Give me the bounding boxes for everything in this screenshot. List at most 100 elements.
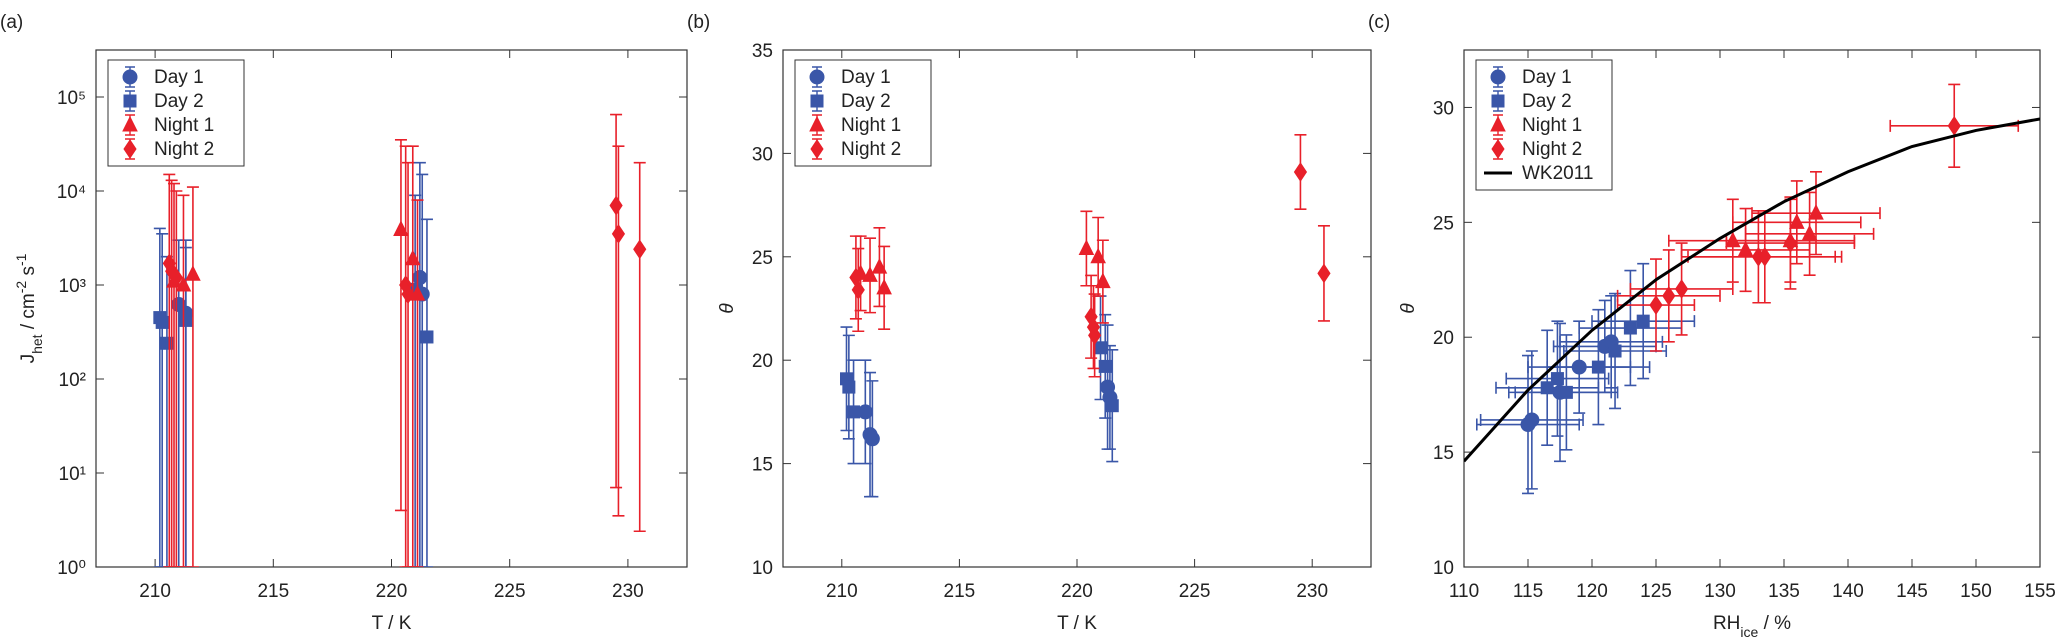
error-bar bbox=[399, 145, 412, 567]
x-axis-label: RHice / % bbox=[1713, 613, 1791, 638]
legend-label: Day 1 bbox=[154, 67, 204, 88]
marker bbox=[1808, 204, 1824, 220]
marker bbox=[847, 405, 861, 419]
error-bar bbox=[610, 113, 623, 489]
x-tick-label: 155 bbox=[2024, 581, 2056, 602]
marker bbox=[1758, 246, 1772, 267]
error-bar bbox=[156, 233, 169, 567]
x-axis-label-part: / % bbox=[1758, 613, 1791, 634]
error-bar bbox=[165, 179, 178, 567]
legend-label: WK2011 bbox=[1522, 163, 1593, 184]
x-tick-label: 215 bbox=[257, 581, 289, 602]
marker bbox=[1540, 381, 1554, 395]
y-axis-label-part: -2 bbox=[13, 281, 29, 294]
error-bar bbox=[413, 161, 426, 567]
marker bbox=[810, 94, 824, 108]
marker bbox=[1293, 162, 1308, 182]
y-axis-label-part: -1 bbox=[13, 253, 29, 266]
marker bbox=[1662, 285, 1676, 306]
x-tick-label: 220 bbox=[1061, 581, 1093, 602]
marker bbox=[1491, 139, 1505, 159]
error-bar bbox=[420, 218, 433, 567]
fit-line bbox=[1464, 117, 2040, 463]
marker bbox=[864, 431, 880, 447]
y-tick-label: 10¹ bbox=[59, 464, 86, 485]
legend-label: Night 1 bbox=[154, 115, 214, 136]
x-tick-label: 230 bbox=[1296, 581, 1328, 602]
marker bbox=[1788, 213, 1805, 229]
marker bbox=[409, 284, 426, 301]
marker bbox=[1783, 233, 1798, 253]
legend-label: Day 1 bbox=[841, 67, 891, 88]
legend-label: Night 2 bbox=[841, 139, 901, 160]
marker bbox=[611, 223, 626, 244]
marker bbox=[1524, 412, 1540, 428]
marker bbox=[1737, 240, 1754, 257]
marker bbox=[1491, 94, 1505, 108]
error-bar bbox=[170, 190, 183, 567]
x-tick-label: 210 bbox=[139, 581, 171, 602]
y-tick-label: 10⁵ bbox=[57, 88, 86, 109]
marker bbox=[1317, 263, 1331, 284]
marker bbox=[1623, 321, 1637, 335]
error-bar bbox=[153, 227, 166, 567]
error-bar bbox=[633, 161, 646, 533]
marker bbox=[609, 195, 623, 216]
marker bbox=[393, 220, 409, 236]
y-axis-label-part: θ bbox=[1398, 303, 1419, 314]
marker bbox=[175, 275, 192, 292]
panel-label: (a) bbox=[0, 12, 23, 33]
y-tick-label: 10² bbox=[59, 370, 86, 391]
x-tick-label: 220 bbox=[376, 581, 408, 602]
legend-label: Day 2 bbox=[154, 91, 204, 112]
marker bbox=[122, 115, 138, 132]
y-tick-label: 30 bbox=[1433, 98, 1454, 119]
marker bbox=[809, 115, 825, 132]
y-axis-label-part: J bbox=[18, 354, 39, 364]
marker bbox=[633, 239, 647, 260]
x-axis-label-part: ice bbox=[1740, 624, 1758, 638]
marker bbox=[401, 284, 415, 305]
x-tick-label: 140 bbox=[1832, 581, 1864, 602]
marker bbox=[1090, 247, 1106, 264]
marker bbox=[185, 265, 201, 281]
x-tick-label: 215 bbox=[944, 581, 976, 602]
plot-area bbox=[840, 133, 1331, 498]
marker bbox=[1636, 314, 1650, 328]
marker bbox=[1490, 115, 1506, 132]
y-tick-label: 20 bbox=[1433, 328, 1454, 349]
marker bbox=[862, 266, 878, 282]
y-axis-label: Jhet / cm-2 s-1 bbox=[13, 253, 45, 363]
marker bbox=[842, 380, 856, 394]
error-bar bbox=[179, 239, 192, 567]
y-tick-label: 25 bbox=[1433, 213, 1454, 234]
legend-label: Day 2 bbox=[1522, 91, 1572, 112]
y-tick-label: 10 bbox=[752, 558, 773, 579]
marker bbox=[1098, 359, 1112, 373]
y-tick-label: 30 bbox=[752, 144, 773, 165]
marker bbox=[1490, 69, 1506, 85]
marker bbox=[155, 315, 169, 329]
plot-area bbox=[1464, 83, 2040, 495]
marker bbox=[1591, 360, 1605, 374]
error-bar bbox=[402, 161, 415, 567]
error-bar bbox=[416, 173, 429, 567]
marker bbox=[1801, 224, 1818, 241]
y-tick-label: 10 bbox=[1433, 558, 1454, 579]
marker bbox=[122, 69, 138, 85]
x-tick-label: 210 bbox=[826, 581, 858, 602]
y-axis-label-part: / cm bbox=[18, 293, 39, 334]
x-axis-label: T / K bbox=[372, 613, 412, 634]
legend-label: Day 2 bbox=[841, 91, 891, 112]
y-tick-label: 25 bbox=[752, 248, 773, 269]
marker bbox=[1078, 239, 1095, 256]
y-tick-label: 20 bbox=[752, 351, 773, 372]
x-tick-label: 110 bbox=[1449, 581, 1479, 602]
legend-label: Night 1 bbox=[1522, 115, 1582, 136]
legend-label: Night 2 bbox=[1522, 139, 1582, 160]
y-tick-label: 10³ bbox=[59, 276, 86, 297]
marker bbox=[809, 69, 825, 85]
marker bbox=[179, 313, 193, 327]
error-bar bbox=[411, 199, 424, 567]
